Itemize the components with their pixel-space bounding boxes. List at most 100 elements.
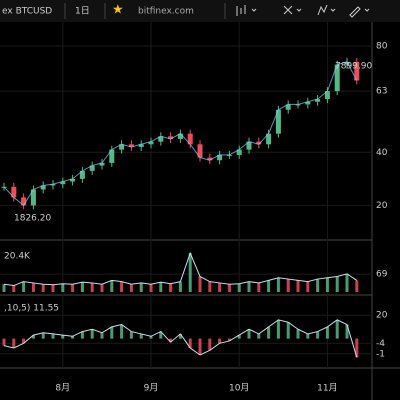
bar bbox=[335, 276, 339, 292]
bar bbox=[316, 331, 320, 339]
bar bbox=[31, 335, 35, 339]
bar bbox=[51, 333, 55, 339]
bar bbox=[51, 284, 55, 292]
candle-body bbox=[315, 99, 321, 102]
bar bbox=[257, 333, 261, 339]
bar bbox=[61, 335, 65, 339]
bar bbox=[198, 338, 202, 355]
bar bbox=[100, 284, 104, 292]
bar bbox=[12, 285, 16, 292]
bar bbox=[355, 338, 359, 358]
favorite-star[interactable]: ★ bbox=[112, 3, 124, 18]
bar bbox=[61, 283, 65, 292]
x-tick-label: 9月 bbox=[144, 383, 159, 394]
bar bbox=[22, 338, 26, 344]
x-tick-label: 11月 bbox=[317, 383, 337, 394]
bar bbox=[247, 329, 251, 339]
bar bbox=[90, 329, 94, 339]
y-tick-label: 69 bbox=[376, 270, 388, 280]
candle-body bbox=[285, 104, 291, 110]
bar bbox=[237, 335, 241, 339]
candle-body bbox=[70, 178, 76, 182]
bar bbox=[80, 282, 84, 292]
bar bbox=[306, 281, 310, 292]
candle-body bbox=[148, 141, 154, 145]
high-label: 7899.90 bbox=[335, 62, 372, 72]
bar bbox=[325, 277, 329, 292]
bar bbox=[2, 284, 6, 292]
bar bbox=[345, 324, 349, 339]
bar bbox=[257, 282, 261, 292]
candle-body bbox=[99, 162, 105, 166]
bar bbox=[188, 253, 192, 292]
bar bbox=[198, 276, 202, 292]
bar bbox=[120, 324, 124, 339]
y-tick-label: -4 bbox=[376, 339, 385, 349]
candle-body bbox=[217, 154, 223, 161]
bar bbox=[247, 281, 251, 292]
bar bbox=[286, 279, 290, 292]
bar bbox=[227, 338, 231, 341]
candle-body bbox=[266, 133, 272, 145]
candle-body bbox=[305, 101, 311, 105]
y-tick-label: 80 bbox=[376, 41, 388, 51]
bar bbox=[345, 273, 349, 292]
y-tick-label: 20 bbox=[376, 311, 388, 321]
bar bbox=[22, 281, 26, 292]
bar bbox=[41, 284, 45, 292]
candle-body bbox=[21, 197, 27, 206]
x-tick-label: 8月 bbox=[55, 383, 70, 394]
toolbar-icons[interactable] bbox=[236, 4, 370, 18]
bar bbox=[335, 319, 339, 339]
candle-body bbox=[197, 144, 203, 158]
bar bbox=[208, 281, 212, 292]
candle-body bbox=[344, 61, 350, 65]
candle-body bbox=[168, 136, 174, 139]
bar bbox=[159, 331, 163, 339]
candle-body bbox=[109, 149, 115, 163]
candle-body bbox=[246, 141, 252, 150]
bar bbox=[129, 331, 133, 339]
bar bbox=[296, 280, 300, 292]
bar bbox=[306, 333, 310, 339]
symbol[interactable]: ex BTCUSD bbox=[2, 7, 52, 17]
interval[interactable]: 1日 bbox=[75, 6, 90, 17]
bar bbox=[71, 284, 75, 292]
bar bbox=[31, 282, 35, 292]
candle-body bbox=[256, 141, 262, 145]
bar bbox=[316, 279, 320, 292]
bar bbox=[276, 319, 280, 339]
price-line bbox=[3, 61, 358, 207]
bar bbox=[218, 338, 222, 344]
bar bbox=[71, 336, 75, 339]
bar bbox=[120, 281, 124, 292]
bar bbox=[100, 332, 104, 339]
y-tick-label: 20 bbox=[376, 201, 388, 211]
bar bbox=[227, 284, 231, 292]
bar bbox=[325, 326, 329, 339]
candle-body bbox=[334, 64, 340, 92]
bar bbox=[110, 280, 114, 292]
bar bbox=[41, 332, 45, 339]
bar bbox=[110, 326, 114, 339]
candle-body bbox=[79, 170, 85, 179]
bar bbox=[355, 280, 359, 292]
panel-title: ,10,5) 11.55 bbox=[4, 304, 59, 314]
bar bbox=[276, 277, 280, 292]
bar bbox=[218, 282, 222, 292]
candle-body bbox=[177, 133, 183, 139]
y-tick-label: 63 bbox=[376, 87, 387, 97]
bar bbox=[286, 322, 290, 339]
candle-body bbox=[30, 189, 36, 206]
x-tick-label: 10月 bbox=[229, 383, 249, 394]
bar bbox=[169, 283, 173, 292]
bar bbox=[2, 338, 6, 346]
toolbar bbox=[0, 0, 400, 22]
candle-body bbox=[354, 61, 360, 81]
bar bbox=[159, 282, 163, 292]
source: bitfinex.com bbox=[138, 7, 194, 17]
panel-title: 20.4K bbox=[4, 252, 31, 262]
candle-body bbox=[207, 157, 213, 161]
